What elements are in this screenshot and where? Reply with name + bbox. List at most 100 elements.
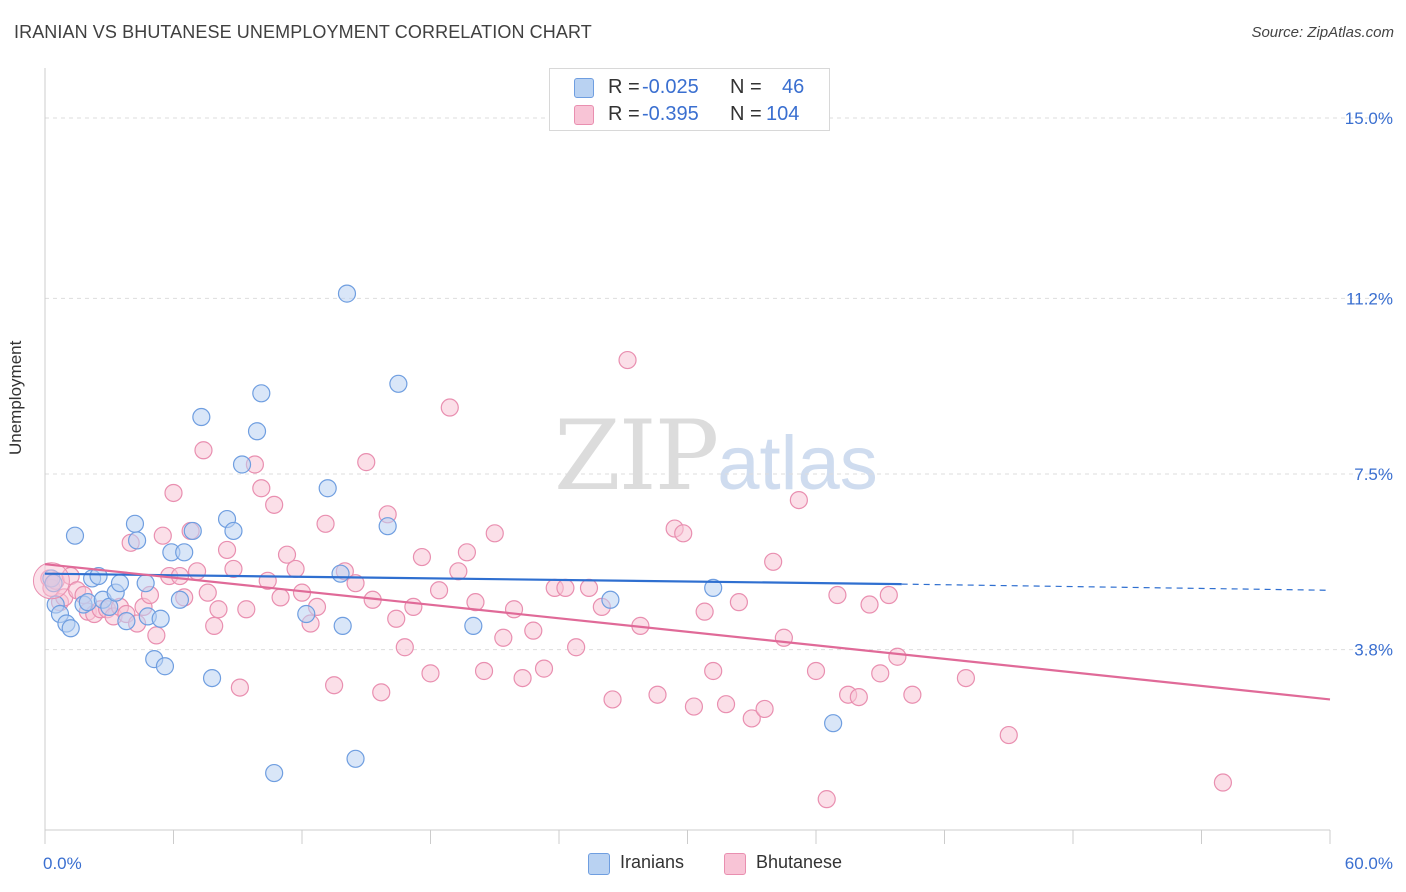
bhutanese-point (153, 526, 172, 545)
bhutanese-point (603, 690, 622, 709)
x-tick-label-max: 60.0% (1345, 854, 1393, 873)
bhutanese-point (271, 588, 290, 607)
bhutanese-point (879, 585, 898, 605)
bhutanese-point (147, 626, 166, 645)
bhutanese-point (372, 683, 391, 702)
bhutanese-point (346, 574, 365, 593)
legend-label-bhutanese: Bhutanese (756, 852, 843, 872)
bhutanese-point (817, 790, 836, 809)
iranians-trendline (44, 572, 902, 586)
bhutanese-point (534, 659, 554, 678)
bhutanese-point (556, 578, 575, 598)
iranian-point (337, 284, 357, 303)
iranian-point (65, 526, 85, 545)
iranian-point (136, 574, 155, 593)
source-label: Source: ZipAtlas.com (1251, 24, 1394, 41)
bhutanese-point (205, 616, 224, 635)
iranian-point (247, 422, 267, 441)
watermark-zip: ZIP (554, 400, 719, 512)
bhutanese-point (828, 585, 847, 605)
bhutanese-point (421, 664, 440, 683)
y-tick-label: 3.8% (1354, 641, 1393, 660)
iranian-point (192, 407, 211, 427)
iranian-point (232, 455, 252, 474)
bhutanese-point (716, 695, 736, 714)
iranian-point (155, 657, 175, 676)
bhutanese-point (466, 593, 485, 612)
iranian-point (170, 590, 190, 609)
n-value: 104 (766, 103, 800, 125)
legend-row-iranians: R = -0.025 N = 46 (550, 74, 829, 100)
r-label: R = (608, 103, 640, 125)
bhutanese-point (440, 398, 459, 417)
bhutanese-point (316, 514, 335, 533)
iranian-point (151, 609, 170, 628)
bhutanese-point (860, 595, 879, 614)
iranian-point (202, 669, 222, 688)
bhutanese-point (704, 661, 723, 681)
n-label: N = (730, 103, 762, 125)
iranian-point (78, 593, 97, 612)
bhutanese-point (252, 479, 271, 498)
bhutanese-point (449, 562, 468, 581)
iranian-point (117, 612, 136, 631)
n-label: N = (730, 76, 762, 98)
bhutanese-point (579, 578, 599, 598)
iranian-point (110, 574, 130, 593)
bhutanese-swatch (574, 105, 594, 125)
iranian-point (318, 479, 337, 498)
bhutanese-point (164, 483, 183, 503)
r-value: -0.395 (642, 103, 699, 125)
bhutanese-point (357, 453, 376, 472)
r-label: R = (608, 76, 640, 98)
iranian-point (297, 604, 316, 624)
bhutanese-point (194, 441, 213, 460)
bhutanese-point (618, 350, 637, 370)
series-legend: Iranians Bhutanese (0, 852, 1406, 876)
bhutanese-point (395, 638, 414, 657)
y-tick-label: 7.5% (1354, 465, 1393, 484)
y-tick-label: 11.2% (1346, 289, 1393, 308)
iranians-swatch (574, 78, 594, 98)
bhutanese-swatch (724, 853, 746, 875)
iranians-swatch (588, 853, 610, 875)
bhutanese-point (674, 524, 693, 543)
iranian-point (378, 517, 397, 536)
iranian-point (824, 714, 843, 733)
bhutanese-point (648, 685, 667, 704)
bhutanese-cluster-point (32, 562, 70, 600)
bhutanese-point (774, 628, 793, 647)
iranian-point (265, 763, 284, 783)
bhutanese-trendline (44, 563, 1331, 701)
watermark: ZIPatlas (554, 400, 878, 512)
iranian-point (346, 749, 365, 768)
bhutanese-point (429, 581, 449, 600)
bhutanese-point (325, 676, 344, 695)
bhutanese-point (956, 669, 976, 688)
bhutanese-point (474, 661, 494, 681)
iranian-point (601, 590, 620, 609)
bhutanese-point (524, 621, 543, 640)
iranian-point (389, 374, 408, 393)
bhutanese-point (265, 495, 284, 514)
bhutanese-point (387, 609, 406, 628)
bhutanese-point (457, 543, 477, 562)
iranian-point (183, 521, 202, 541)
iranians-trendline-extension (901, 583, 1331, 591)
iranian-point (127, 531, 147, 550)
bhutanese-point (567, 638, 586, 657)
bhutanese-point (755, 699, 774, 719)
correlation-legend: R = -0.025 N = 46 R = -0.395 N = 104 (549, 68, 830, 131)
iranian-point (464, 616, 483, 635)
n-value: 46 (782, 76, 805, 98)
y-tick-label: 15.0% (1345, 109, 1393, 128)
bhutanese-point (806, 661, 826, 681)
bhutanese-point (695, 602, 714, 621)
legend-label-iranians: Iranians (620, 852, 685, 872)
iranian-point (89, 566, 108, 586)
bhutanese-point (729, 593, 749, 612)
iranian-point (252, 384, 271, 403)
bhutanese-point (684, 697, 704, 716)
bhutanese-point (412, 547, 432, 567)
bhutanese-point (849, 687, 868, 707)
